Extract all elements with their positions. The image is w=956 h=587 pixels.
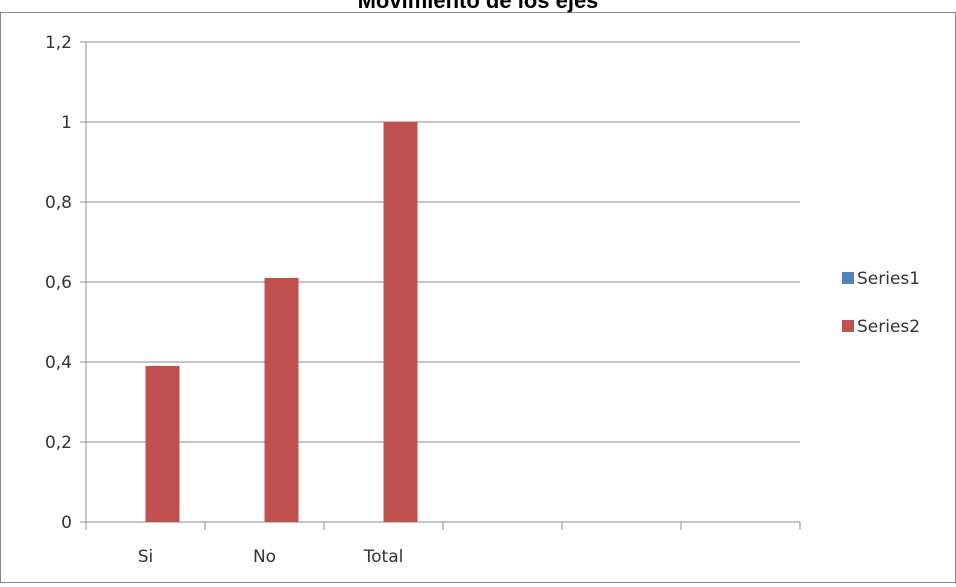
- y-tick-label: 0,4: [45, 353, 72, 373]
- x-tick-label: Si: [138, 547, 154, 567]
- x-tick-label: No: [253, 547, 276, 567]
- y-tick-label: 0: [61, 513, 72, 533]
- legend: Series1 Series2: [842, 269, 920, 337]
- axis-labels: 0 0,2 0,4 0,6 0,8 1 1,2 Si No Total: [45, 33, 403, 567]
- chart-border: [0, 12, 956, 583]
- y-tick-label: 1: [61, 113, 72, 133]
- bar-series2-si: [145, 366, 180, 522]
- gridlines: [86, 41, 800, 443]
- y-tick-label: 1,2: [45, 33, 72, 53]
- chart-title: Movimiento de los ejes: [357, 0, 599, 13]
- legend-label: Series1: [857, 269, 920, 289]
- legend-swatch: [842, 272, 854, 284]
- bars: [145, 122, 418, 522]
- bar-series2-total: [383, 122, 418, 522]
- axes: [80, 41, 801, 530]
- legend-swatch: [842, 320, 854, 332]
- legend-label: Series2: [857, 317, 920, 337]
- y-tick-label: 0,6: [45, 273, 72, 293]
- bar-series2-no: [264, 278, 299, 522]
- y-tick-label: 0,8: [45, 193, 72, 213]
- y-tick-label: 0,2: [45, 433, 72, 453]
- x-tick-label: Total: [363, 547, 404, 567]
